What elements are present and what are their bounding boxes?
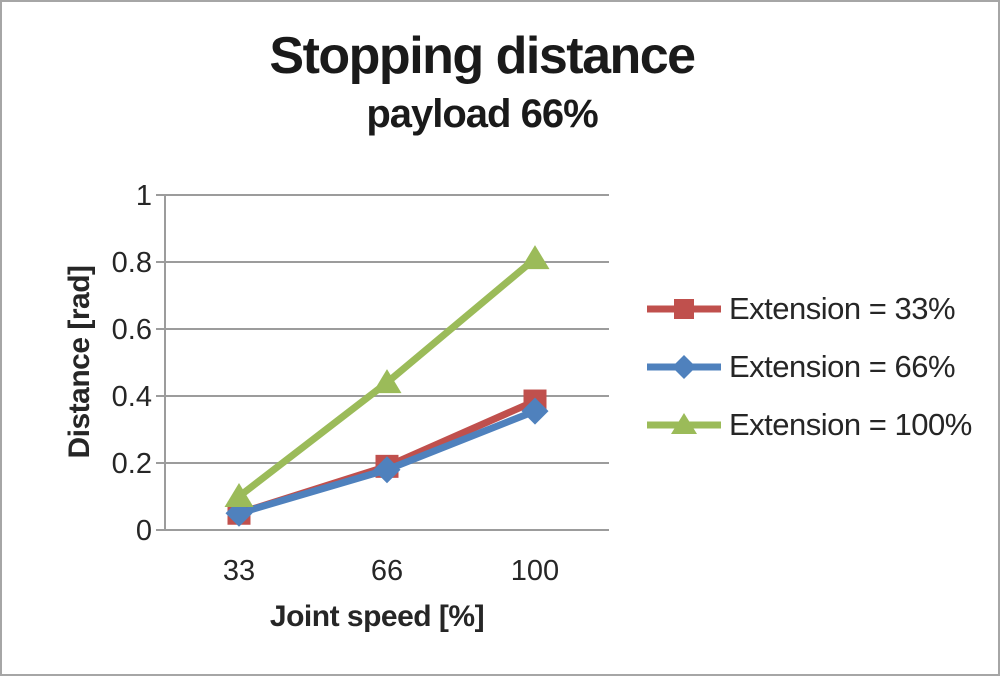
- chart-subtitle: payload 66%: [366, 92, 598, 136]
- y-axis-title: Distance [rad]: [63, 265, 96, 459]
- svg-text:66: 66: [371, 555, 403, 587]
- legend: Extension = 33% Extension = 66% Extensio…: [647, 288, 972, 445]
- series-marker-icon: [647, 353, 721, 381]
- legend-label: Extension = 100%: [729, 406, 972, 442]
- chart-title: Stopping distance: [269, 27, 696, 85]
- svg-text:100: 100: [511, 555, 559, 587]
- svg-text:33: 33: [223, 555, 255, 587]
- series-marker-icon: [647, 411, 721, 439]
- svg-text:1: 1: [136, 180, 152, 212]
- svg-text:0.8: 0.8: [112, 247, 152, 279]
- svg-text:0.6: 0.6: [112, 314, 152, 346]
- series-marker-icon: [647, 295, 721, 323]
- svg-text:0.2: 0.2: [112, 448, 152, 480]
- legend-label: Extension = 66%: [729, 348, 956, 384]
- legend-item: Extension = 100%: [647, 404, 972, 445]
- svg-text:0.4: 0.4: [112, 381, 152, 413]
- legend-label: Extension = 33%: [729, 290, 956, 326]
- legend-item: Extension = 66%: [647, 346, 972, 387]
- svg-text:0: 0: [136, 515, 152, 547]
- x-axis-title: Joint speed [%]: [269, 600, 485, 633]
- legend-item: Extension = 33%: [647, 288, 972, 329]
